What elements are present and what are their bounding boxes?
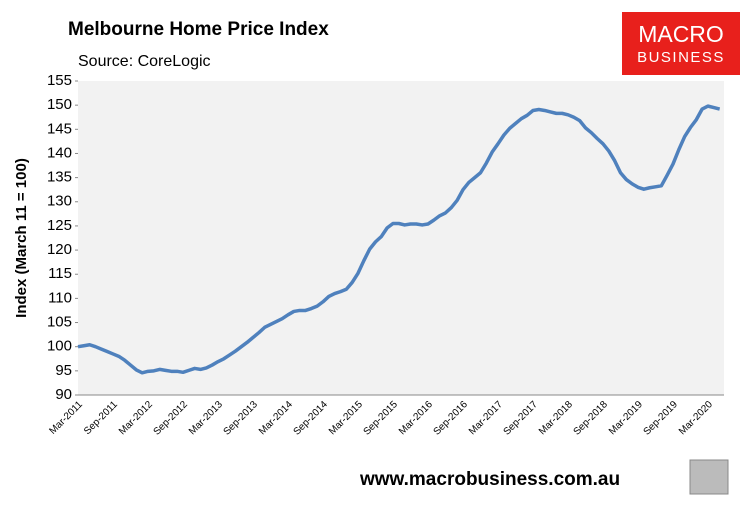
- x-tick-label: Sep-2015: [362, 399, 401, 438]
- x-tick-label: Sep-2012: [152, 399, 191, 438]
- y-tick-label: 145: [47, 120, 72, 137]
- x-tick-label: Mar-2017: [467, 399, 505, 437]
- footer-url: www.macrobusiness.com.au: [359, 469, 620, 490]
- x-tick-label: Sep-2019: [642, 399, 681, 438]
- x-tick-label: Mar-2014: [257, 399, 295, 437]
- x-tick-label: Mar-2019: [607, 399, 645, 437]
- chart-title: Melbourne Home Price Index: [68, 19, 329, 40]
- y-tick-label: 95: [55, 362, 72, 379]
- y-tick-label: 110: [48, 289, 72, 306]
- logo: MACRO BUSINESS: [622, 12, 740, 75]
- x-tick-label: Sep-2018: [572, 399, 611, 438]
- line: [77, 104, 721, 375]
- y-tick-label: 120: [47, 241, 72, 258]
- logo-text: BUSINESS: [637, 49, 725, 66]
- x-tick-label: Mar-2020: [677, 399, 715, 437]
- logo-text: MACRO: [638, 21, 724, 47]
- x-tick-label: Mar-2011: [47, 399, 85, 437]
- y-tick-label: 155: [47, 72, 72, 89]
- x-tick-label: Mar-2018: [537, 399, 575, 437]
- x-tick-label: Sep-2017: [502, 399, 541, 438]
- y-tick-label: 135: [47, 169, 72, 186]
- y-tick-label: 130: [47, 193, 72, 210]
- y-tick-label: 100: [47, 338, 72, 355]
- y-tick-label: 150: [47, 96, 72, 113]
- x-tick-label: Mar-2015: [327, 399, 365, 437]
- logo-box: [622, 12, 740, 75]
- x-tick-label: Sep-2013: [222, 399, 261, 438]
- x-tick-label: Mar-2012: [117, 399, 155, 437]
- chart-subtitle: Source: CoreLogic: [78, 53, 211, 70]
- wolf-icon: [689, 459, 729, 495]
- x-tick-label: Mar-2016: [397, 399, 435, 437]
- y-tick-label: 105: [47, 314, 72, 331]
- y-tick-label: 125: [47, 217, 72, 234]
- x-tick-label: Sep-2011: [82, 399, 120, 437]
- y-axis-label: Index (March 11 = 100): [13, 158, 30, 318]
- x-tick-label: Sep-2016: [432, 399, 471, 438]
- plot-area: [78, 81, 724, 395]
- y-tick-label: 90: [55, 386, 72, 403]
- x-tick-label: Mar-2013: [187, 399, 225, 437]
- y-tick-label: 140: [47, 144, 72, 161]
- y-tick-label: 115: [48, 265, 72, 282]
- x-tick-label: Sep-2014: [292, 399, 331, 438]
